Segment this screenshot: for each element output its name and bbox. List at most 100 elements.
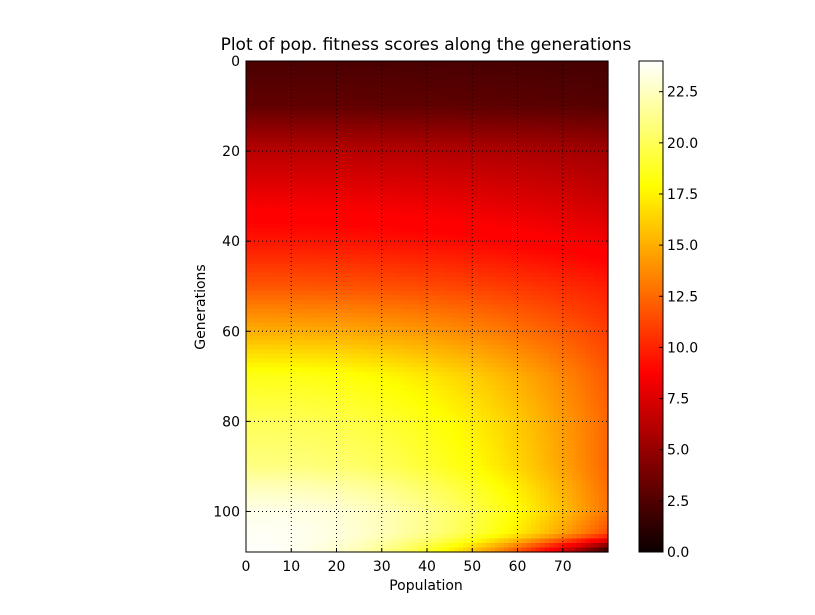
heatmap-cell xyxy=(499,155,505,161)
heatmap-cell xyxy=(440,209,446,215)
heatmap-cell xyxy=(458,110,464,116)
heatmap-cell xyxy=(567,164,573,170)
heatmap-cell xyxy=(594,65,600,71)
heatmap-cell xyxy=(553,295,559,301)
heatmap-cell xyxy=(589,241,596,247)
heatmap-cell xyxy=(562,218,568,224)
heatmap-cell xyxy=(341,223,347,229)
heatmap-cell xyxy=(372,214,378,220)
heatmap-cell xyxy=(313,65,319,71)
heatmap-cell xyxy=(381,88,387,94)
heatmap-cell xyxy=(540,101,546,107)
heatmap-cell xyxy=(431,295,437,301)
heatmap-cell xyxy=(368,187,374,193)
heatmap-cell xyxy=(341,326,347,332)
heatmap-cell xyxy=(427,218,433,224)
heatmap-cell xyxy=(589,160,596,166)
heatmap-cell xyxy=(286,164,292,170)
heatmap-cell xyxy=(259,218,265,224)
heatmap-cell xyxy=(485,191,491,197)
heatmap-cell xyxy=(567,97,573,103)
heatmap-cell xyxy=(517,245,523,251)
heatmap-cell xyxy=(354,83,360,89)
heatmap-cell xyxy=(490,137,496,143)
heatmap-cell xyxy=(503,124,510,130)
heatmap-cell xyxy=(422,70,428,76)
heatmap-cell xyxy=(368,173,374,179)
heatmap-cell xyxy=(571,335,577,341)
heatmap-cell xyxy=(494,272,500,278)
heatmap-cell xyxy=(372,106,378,112)
heatmap-cell xyxy=(449,322,455,328)
heatmap-cell xyxy=(440,142,446,148)
heatmap-cell xyxy=(268,92,274,98)
heatmap-cell xyxy=(594,304,600,310)
heatmap-cell xyxy=(585,209,591,215)
heatmap-cell xyxy=(485,250,491,256)
heatmap-cell xyxy=(417,88,424,94)
heatmap-cell xyxy=(535,142,541,148)
heatmap-cell xyxy=(463,304,469,310)
heatmap-cell xyxy=(309,79,315,85)
heatmap-cell xyxy=(580,299,586,305)
heatmap-cell xyxy=(273,160,279,166)
heatmap-cell xyxy=(413,110,419,116)
heatmap-cell xyxy=(481,155,487,161)
heatmap-cell xyxy=(404,83,410,89)
heatmap-cell xyxy=(368,155,374,161)
heatmap-cell xyxy=(431,178,437,184)
heatmap-cell xyxy=(386,335,392,341)
heatmap-cell xyxy=(341,263,347,269)
heatmap-cell xyxy=(494,191,500,197)
heatmap-cell xyxy=(399,259,405,265)
heatmap-cell xyxy=(499,88,505,94)
heatmap-cell xyxy=(291,142,297,148)
heatmap-cell xyxy=(535,160,541,166)
heatmap-cell xyxy=(313,115,319,121)
heatmap-cell xyxy=(381,335,387,341)
heatmap-cell xyxy=(331,101,338,107)
heatmap-cell xyxy=(458,322,464,328)
heatmap-cell xyxy=(417,146,424,152)
heatmap-cell xyxy=(553,119,559,125)
heatmap-cell xyxy=(512,326,519,332)
heatmap-cell xyxy=(549,110,555,116)
heatmap-cell xyxy=(273,232,279,238)
heatmap-cell xyxy=(386,137,392,143)
heatmap-cell xyxy=(553,236,559,242)
heatmap-cell xyxy=(331,79,338,85)
heatmap-cell xyxy=(503,110,510,116)
heatmap-cell xyxy=(440,205,446,211)
heatmap-cell xyxy=(386,313,392,319)
heatmap-cell xyxy=(585,70,591,76)
heatmap-cell xyxy=(576,308,582,314)
heatmap-cell xyxy=(250,290,256,296)
heatmap-cell xyxy=(594,110,600,116)
heatmap-cell xyxy=(476,178,482,184)
heatmap-cell xyxy=(517,281,523,287)
heatmap-cell xyxy=(359,70,365,76)
heatmap-cell xyxy=(408,335,415,341)
heatmap-cell xyxy=(331,277,338,283)
heatmap-cell xyxy=(499,119,505,125)
heatmap-cell xyxy=(327,295,333,301)
heatmap-cell xyxy=(399,214,405,220)
heatmap-cell xyxy=(422,232,428,238)
heatmap-cell xyxy=(463,250,469,256)
heatmap-cell xyxy=(531,92,537,98)
heatmap-cell xyxy=(490,196,496,202)
heatmap-cell xyxy=(304,151,310,157)
heatmap-cell xyxy=(313,250,319,256)
heatmap-cell xyxy=(359,106,365,112)
heatmap-cell xyxy=(522,133,528,139)
heatmap-cell xyxy=(286,106,292,112)
heatmap-cell xyxy=(481,88,487,94)
heatmap-cell xyxy=(295,290,301,296)
heatmap-cell xyxy=(390,146,396,152)
heatmap-cell xyxy=(576,272,582,278)
heatmap-cell xyxy=(417,313,424,319)
heatmap-cell xyxy=(390,326,396,332)
heatmap-cell xyxy=(404,223,410,229)
heatmap-cell xyxy=(399,335,405,341)
heatmap-cell xyxy=(522,218,528,224)
